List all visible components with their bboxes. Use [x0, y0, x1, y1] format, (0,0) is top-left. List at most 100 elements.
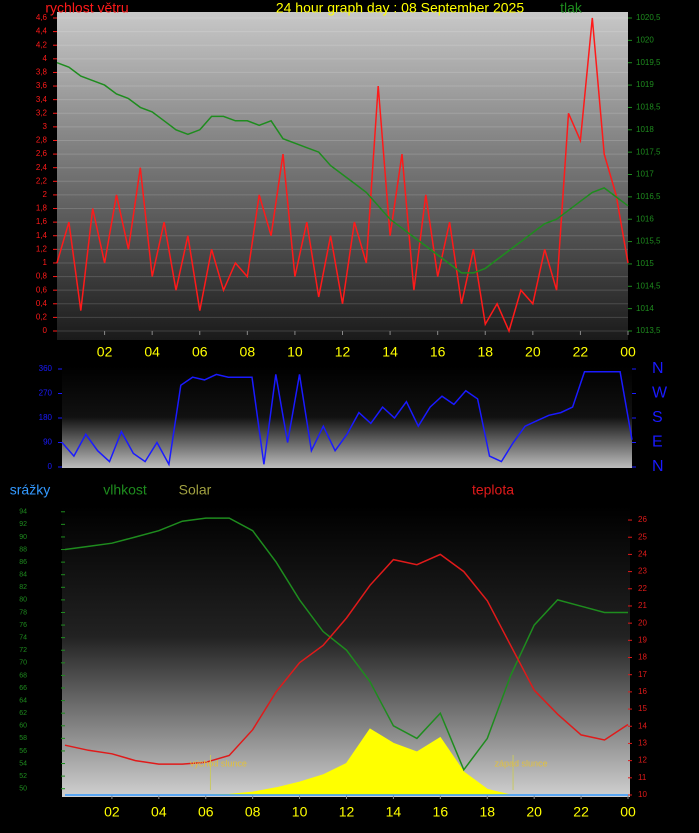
y-tick-label: 2,2: [36, 176, 48, 185]
x-tick-label: 08: [245, 804, 261, 820]
x-tick-label: 20: [525, 344, 541, 360]
y2-tick-label: S: [652, 409, 663, 426]
y-tick-label: 68: [19, 672, 27, 679]
y-tick-label: 2,8: [36, 136, 48, 145]
x-tick-label: 00: [620, 344, 636, 360]
series-line: [64, 553, 629, 765]
y2-tick-label: 13: [638, 739, 647, 748]
y-tick-label: 90: [43, 438, 52, 447]
y2-tick-label: 19: [638, 635, 647, 644]
y-tick-label: 84: [19, 572, 27, 579]
y-tick-label: 3: [43, 122, 48, 131]
y2-tick-label: 24: [638, 550, 647, 559]
y2-tick-label: 14: [638, 721, 647, 730]
annotation: východ slunce: [190, 758, 247, 768]
series-line: [64, 517, 628, 772]
y-tick-label: 4,2: [36, 40, 48, 49]
y-tick-label: 86: [19, 559, 27, 566]
y2-tick-label: 23: [638, 567, 647, 576]
legend-label: tlak: [560, 0, 583, 16]
y-tick-label: 60: [19, 723, 27, 730]
x-tick-label: 22: [573, 344, 589, 360]
y-tick-label: 0: [48, 462, 53, 471]
x-tick-label: 10: [287, 344, 303, 360]
y2-tick-label: 10: [638, 790, 647, 799]
y2-tick-label: 16: [638, 687, 647, 696]
chart-title: 24 hour graph day : 08 September 2025: [276, 0, 525, 16]
legend-label: srážky: [10, 482, 50, 498]
annotation: západ slunce: [495, 758, 548, 768]
y2-tick-label: 1016,5: [636, 192, 661, 201]
y-tick-label: 80: [19, 597, 27, 604]
legend-label: Solar: [179, 482, 212, 498]
y-tick-label: 64: [19, 697, 27, 704]
y2-tick-label: 1015,5: [636, 237, 661, 246]
x-tick-label: 18: [477, 344, 493, 360]
series-line: [61, 370, 633, 467]
y-tick-label: 2,6: [36, 149, 48, 158]
x-tick-label: 04: [151, 804, 167, 820]
y-tick-label: 72: [19, 647, 27, 654]
y-tick-label: 270: [39, 389, 53, 398]
y2-tick-label: 1020,5: [636, 13, 661, 22]
x-tick-label: 02: [104, 804, 120, 820]
y2-tick-label: 1013,5: [636, 326, 661, 335]
legend-label: teplota: [472, 482, 514, 498]
y-tick-label: 2,4: [36, 163, 48, 172]
y2-tick-label: 18: [638, 653, 647, 662]
y-tick-label: 3,4: [36, 95, 48, 104]
y2-tick-label: E: [652, 434, 663, 451]
x-tick-label: 06: [192, 344, 208, 360]
y-tick-label: 4: [43, 54, 48, 63]
y2-tick-label: 1017,5: [636, 147, 661, 156]
y-tick-label: 360: [39, 364, 53, 373]
y-tick-label: 180: [39, 413, 53, 422]
y-tick-label: 76: [19, 622, 27, 629]
y-tick-label: 1,6: [36, 217, 48, 226]
y-tick-label: 1,4: [36, 231, 48, 240]
x-tick-label: 10: [292, 804, 308, 820]
y-tick-label: 74: [19, 634, 27, 641]
y-tick-label: 78: [19, 609, 27, 616]
y2-tick-label: 1018,5: [636, 103, 661, 112]
y-tick-label: 0,2: [36, 313, 48, 322]
x-tick-label: 08: [240, 344, 256, 360]
x-tick-label: 00: [620, 804, 636, 820]
x-tick-label: 16: [433, 804, 449, 820]
legend-label: rychlost větru: [45, 0, 128, 16]
y-tick-label: 0,6: [36, 285, 48, 294]
y-tick-label: 0,4: [36, 299, 48, 308]
y2-tick-label: 1016: [636, 214, 654, 223]
y-tick-label: 1,8: [36, 204, 48, 213]
y-tick-label: 0: [43, 326, 48, 335]
y2-tick-label: 17: [638, 670, 647, 679]
y-tick-label: 94: [19, 509, 27, 516]
x-tick-label: 12: [339, 804, 355, 820]
series-line: [56, 61, 629, 274]
y-tick-label: 3,6: [36, 81, 48, 90]
y2-tick-label: 1015: [636, 259, 654, 268]
y2-tick-label: 1018: [636, 125, 654, 134]
y2-tick-label: 1017: [636, 170, 654, 179]
x-tick-label: 14: [386, 804, 402, 820]
plot-area: [62, 366, 632, 468]
plot-area: [57, 12, 628, 340]
y2-tick-label: 15: [638, 704, 647, 713]
x-tick-label: 22: [573, 804, 589, 820]
y-tick-label: 88: [19, 546, 27, 553]
y-tick-label: 3,2: [36, 108, 48, 117]
legend-label: vlhkost: [103, 482, 147, 498]
y2-tick-label: 11: [638, 773, 647, 782]
y2-tick-label: W: [652, 385, 668, 402]
x-tick-label: 06: [198, 804, 214, 820]
y2-tick-label: 1019,5: [636, 58, 661, 67]
y2-tick-label: 1014,5: [636, 281, 661, 290]
x-tick-label: 14: [382, 344, 398, 360]
y-tick-label: 3,8: [36, 68, 48, 77]
y-tick-label: 50: [19, 786, 27, 793]
y-tick-label: 70: [19, 660, 27, 667]
y2-tick-label: 12: [638, 756, 647, 765]
y2-tick-label: N: [652, 360, 664, 377]
y-tick-label: 62: [19, 710, 27, 717]
